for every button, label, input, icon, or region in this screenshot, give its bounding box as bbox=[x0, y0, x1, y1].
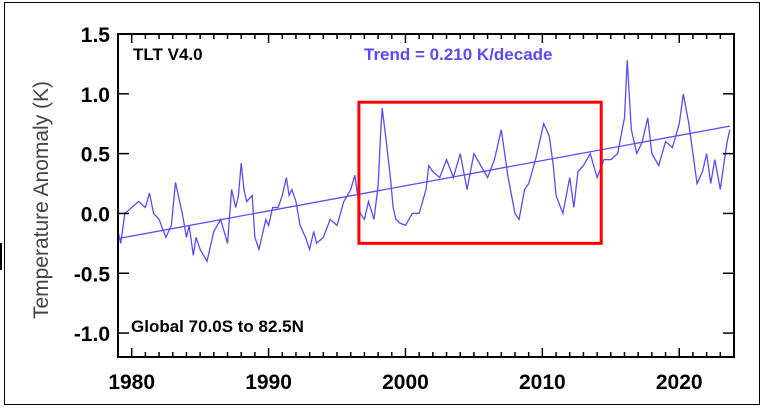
y-tick-label: 1.0 bbox=[81, 84, 110, 107]
trend-line bbox=[117, 125, 731, 240]
y-axis-label: Temperature Anomaly (K) bbox=[30, 81, 53, 319]
highlight-box bbox=[357, 100, 603, 245]
x-tick-label: 2000 bbox=[382, 371, 429, 394]
y-tick-label: 0.0 bbox=[81, 203, 110, 226]
y-tick-label: 1.5 bbox=[81, 24, 111, 47]
y-tick-label: -1.0 bbox=[74, 323, 110, 346]
y-tick-labels: 1.5 1.0 0.5 0.0 -0.5 -1.0 bbox=[74, 24, 111, 346]
region-label: Global 70.0S to 82.5N bbox=[131, 317, 304, 336]
x-tick-label: 2010 bbox=[519, 371, 566, 394]
x-tick-labels: 1980 1990 2000 2010 2020 bbox=[108, 371, 702, 394]
series-layer bbox=[117, 60, 731, 264]
chart-title: TLT V4.0 bbox=[133, 45, 203, 64]
plot-area bbox=[117, 33, 735, 358]
trend-label: Trend = 0.210 K/decade bbox=[364, 45, 553, 64]
figure-frame bbox=[4, 2, 760, 405]
x-tick-label: 1980 bbox=[108, 371, 155, 394]
y-tick-label: -0.5 bbox=[74, 263, 111, 286]
edge-mark bbox=[0, 243, 2, 270]
x-tick-label: 1990 bbox=[245, 371, 292, 394]
y-tick-label: 0.5 bbox=[81, 144, 111, 167]
x-tick-label: 2020 bbox=[656, 371, 703, 394]
series-line bbox=[117, 60, 731, 264]
axis-ticks bbox=[117, 33, 735, 357]
